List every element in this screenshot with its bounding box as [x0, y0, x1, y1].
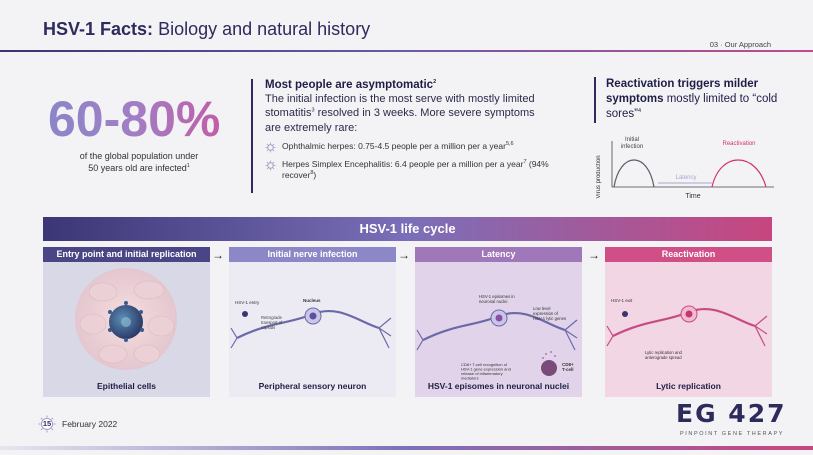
- heading-ref: 2: [433, 79, 437, 86]
- stage-title: Latency: [415, 247, 582, 262]
- label-initial: Initial infection: [621, 137, 643, 150]
- body-ref: 3: [311, 107, 315, 114]
- body-text-b: resolved in 3 weeks. More severe symptom…: [265, 107, 535, 134]
- virus-icon: [265, 160, 276, 171]
- asymptomatic-body: The initial infection is the most serve …: [265, 92, 551, 135]
- reactivation-block: Reactivation triggers milder symptoms mo…: [594, 77, 784, 123]
- company-logo: EG 427: [676, 399, 787, 428]
- prevalence-stat: 60-80%: [48, 91, 221, 147]
- asymptomatic-heading: Most people are asymptomatic2: [265, 79, 551, 91]
- stage-card-latency: Latency HSV-1 episomes in neuronal nuclei…: [415, 247, 582, 397]
- label-lowlevel: Low level expression of HSV-1 lytic genes: [533, 306, 566, 321]
- footer-divider: [0, 446, 813, 450]
- label-reactivation: Reactivation: [722, 141, 755, 147]
- stage-caption: HSV-1 episomes in neuronal nuclei: [427, 381, 570, 391]
- label-nucleus: Nucleus: [303, 298, 321, 303]
- label-exit: HSV-1 exit: [611, 298, 633, 303]
- caption-line-1: of the global population under: [79, 151, 199, 161]
- label-transport: Retrograde transport of capsids: [261, 315, 283, 330]
- bullet-ref: 7: [523, 159, 527, 166]
- label-spread: Lytic replication and anterograde spread: [645, 350, 683, 360]
- bullet-text: Herpes Simplex Encephalitis: 6.4 people …: [282, 159, 551, 181]
- stage-title: Entry point and initial replication: [43, 247, 210, 262]
- sensory-neuron-illustration: HSV-1 entry Nucleus Retrograde transport …: [230, 298, 392, 349]
- label-tcell-note: CD8+ T-cell recognition of HSV-1 gene exp…: [461, 362, 511, 381]
- lifecycle-banner: HSV-1 life cycle: [43, 217, 772, 241]
- heading-text: Most people are asymptomatic: [265, 79, 434, 91]
- stage-title: Reactivation: [605, 247, 772, 262]
- label-latency: Latency: [675, 175, 696, 181]
- bullet-text: Ophthalmic herpes: 0.75-4.5 people per a…: [282, 141, 514, 152]
- stage-caption: Lytic replication: [656, 381, 721, 391]
- reactivation-bold: Reactivation triggers milder symptoms: [606, 78, 759, 105]
- stage-illustration: Epithelial cells: [43, 262, 210, 397]
- latency-illustration: HSV-1 episomes in neuronal nuclei Low lev…: [416, 294, 578, 381]
- section-label: 03 · Our Approach: [709, 40, 771, 49]
- graph-x-label: Time: [685, 193, 700, 200]
- stage-card-entry: Entry point and initial replication: [43, 247, 210, 397]
- label-entry: HSV-1 entry: [235, 300, 260, 305]
- bullet-tail: (94% recover: [282, 158, 549, 180]
- title-bold: HSV-1 Facts:: [43, 19, 154, 39]
- stage-arrow: →: [398, 248, 410, 262]
- bullet-encephalitis: Herpes Simplex Encephalitis: 6.4 people …: [265, 159, 551, 181]
- bullet-ref-2: 8: [310, 170, 314, 177]
- virus-production-graph: Virus production Initial infection Latenc…: [596, 137, 774, 200]
- reactivation-rest: mostly limited to “cold sores”: [606, 92, 778, 120]
- reactivation-illustration: HSV-1 exit Lytic replication and anterogr…: [606, 298, 768, 360]
- label-episomes: HSV-1 episomes in neuronal nuclei: [479, 294, 515, 304]
- stage-caption: Peripheral sensory neuron: [258, 381, 367, 391]
- bullet-main: Herpes Simplex Encephalitis: 6.4 people …: [282, 158, 524, 169]
- bullet-main: Ophthalmic herpes: 0.75-4.5 people per a…: [282, 140, 506, 151]
- reactivation-curve: [711, 159, 767, 188]
- stage-arrow: →: [212, 248, 224, 262]
- graph-y-label: Virus production: [596, 155, 602, 198]
- page-title: HSV-1 Facts: Biology and natural history: [43, 19, 370, 40]
- footer-date: February 2022: [62, 419, 118, 429]
- company-tagline: PINPOINT GENE THERAPY: [680, 431, 784, 437]
- page-number-badge-icon: [38, 415, 56, 433]
- initial-curve: [613, 159, 655, 188]
- reactivation-ref: 4: [637, 108, 642, 115]
- caption-line-2: 50 years old are infected: [88, 163, 187, 174]
- label-tcell: CD8+ T-cell: [562, 362, 574, 372]
- title-divider: [0, 50, 813, 52]
- stage-card-nerve-infection: Initial nerve infection HSV-1 entry Nucl…: [229, 247, 396, 397]
- page-number: 15: [42, 419, 52, 428]
- stage-arrow: →: [588, 248, 600, 262]
- stage-illustration: HSV-1 entry Nucleus Retrograde transport …: [229, 262, 396, 397]
- title-rest: Biology and natural history: [158, 19, 371, 39]
- bullet-tail-2: ): [313, 169, 317, 180]
- caption-ref: 1: [186, 163, 190, 170]
- stage-illustration: HSV-1 exit Lytic replication and anterogr…: [605, 262, 772, 397]
- bullet-ophthalmic: Ophthalmic herpes: 0.75-4.5 people per a…: [265, 141, 551, 153]
- virus-icon: [265, 142, 276, 153]
- stage-title: Initial nerve infection: [229, 247, 396, 262]
- asymptomatic-block: Most people are asymptomatic2 The initia…: [251, 79, 551, 193]
- stage-card-reactivation: Reactivation HSV-1 exit Lytic replicatio…: [605, 247, 772, 397]
- prevalence-caption: of the global population under 50 years …: [44, 150, 234, 174]
- stage-illustration: HSV-1 episomes in neuronal nuclei Low lev…: [415, 262, 582, 397]
- epithelial-cells-illustration: [75, 268, 177, 370]
- stage-caption: Epithelial cells: [96, 381, 157, 391]
- reactivation-text: Reactivation triggers milder symptoms mo…: [606, 77, 784, 122]
- bullet-ref: 5,6: [505, 141, 514, 148]
- body-text-a: The initial infection is the most serve …: [265, 93, 535, 120]
